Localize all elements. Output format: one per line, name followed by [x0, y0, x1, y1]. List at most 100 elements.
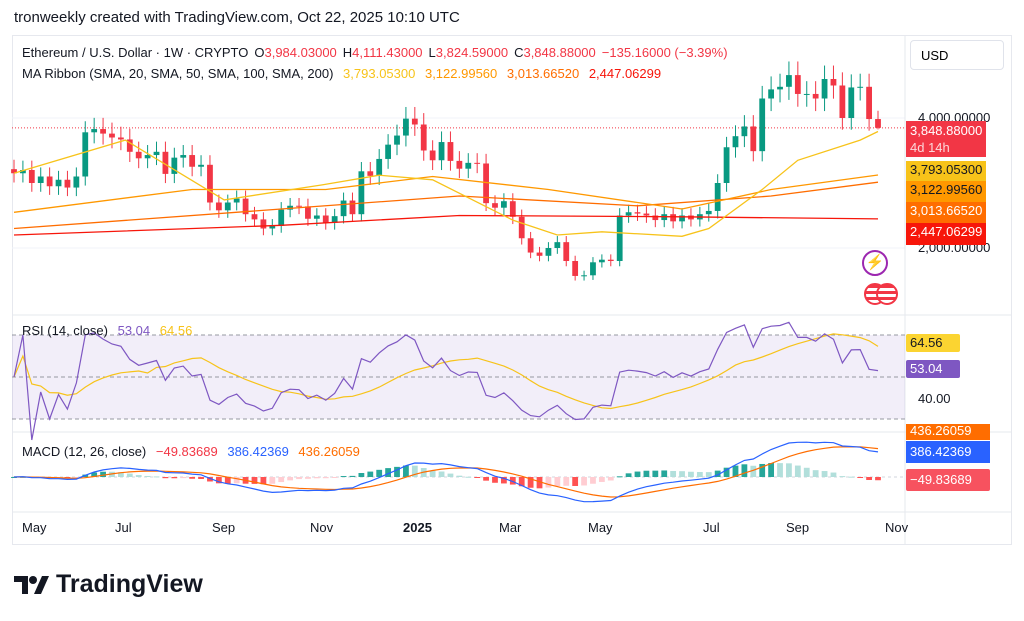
- macd-histogram-bar: [287, 477, 294, 481]
- candle-body: [109, 133, 115, 138]
- macd-histogram-bar: [723, 467, 730, 477]
- macd-histogram-bar: [11, 477, 17, 478]
- candle-body: [260, 219, 267, 229]
- candle-body: [786, 75, 792, 87]
- macd-histogram-bar: [260, 477, 267, 485]
- logo-text: TradingView: [56, 570, 203, 598]
- low-label: L: [428, 45, 436, 60]
- candle-body: [385, 144, 391, 159]
- macd-histogram-bar: [625, 473, 632, 477]
- macd-histogram-bar: [607, 477, 614, 481]
- rsi-level-label: 40.00: [918, 391, 951, 406]
- candle-body: [768, 89, 775, 99]
- macd-histogram-bar: [598, 477, 605, 482]
- candle-body: [296, 205, 302, 207]
- candle-body: [171, 157, 178, 174]
- candle-body: [652, 215, 659, 221]
- credit-line: tronweekly created with TradingView.com,…: [14, 9, 460, 26]
- candle-body: [598, 259, 605, 263]
- candle-body: [572, 261, 579, 276]
- macd-histogram-bar: [857, 477, 864, 478]
- time-label-mar: Mar: [499, 520, 522, 535]
- macd-hist-tag: −49.83689: [906, 469, 990, 491]
- macd-histogram-bar: [875, 477, 881, 481]
- macd-histogram-bar: [794, 465, 801, 477]
- candle-body: [251, 214, 258, 220]
- macd-histogram-bar: [777, 463, 783, 477]
- candle-body: [625, 212, 632, 216]
- macd-histogram-bar: [144, 475, 151, 477]
- macd-histogram-bar: [117, 472, 124, 477]
- candle-body: [839, 85, 846, 118]
- macd-histogram-bar: [581, 477, 587, 486]
- bar-countdown: 4d 14h: [910, 140, 950, 155]
- macd-signal-value: 436.26059: [298, 444, 360, 459]
- candle-body: [224, 202, 231, 211]
- candle-body: [100, 129, 106, 134]
- candle-body: [215, 202, 222, 211]
- rsi-ma-value: 64.56: [159, 323, 193, 338]
- high-value: 4,111.43000: [352, 45, 423, 60]
- candle-body: [367, 171, 374, 176]
- macd-histogram-bar: [527, 477, 534, 488]
- us-flag-event-icon[interactable]: [864, 283, 900, 307]
- macd-histogram-bar: [688, 471, 694, 477]
- macd-histogram-bar: [207, 477, 213, 482]
- candle-body: [501, 201, 507, 208]
- candle-body: [518, 216, 525, 239]
- time-label-sep-2025: Sep: [786, 520, 810, 535]
- candle-body: [590, 262, 596, 276]
- rsi-ma-tag: 64.56: [906, 334, 960, 352]
- macd-histogram-bar: [456, 475, 463, 477]
- candle-body: [117, 137, 124, 140]
- macd-histogram-bar: [358, 473, 365, 477]
- candle-body: [866, 86, 872, 120]
- macd-histogram-bar: [768, 463, 775, 477]
- candle-body: [411, 118, 418, 125]
- candle-body: [269, 225, 276, 229]
- ma200-line: [13, 214, 879, 236]
- ma200-value: 2,447.06299: [588, 66, 662, 81]
- macd-histogram-bar: [803, 467, 810, 477]
- currency-button[interactable]: USD: [910, 40, 1004, 70]
- macd-histogram-bar: [741, 464, 748, 477]
- rsi-tag: 53.04: [906, 360, 960, 378]
- macd-histogram-bar: [536, 477, 543, 489]
- candle-body: [278, 209, 285, 226]
- macd-histogram-bar: [278, 477, 285, 483]
- candle-body: [340, 200, 347, 217]
- ma-legend: MA Ribbon (SMA, 20, SMA, 50, SMA, 100, S…: [22, 66, 667, 81]
- candle-body: [73, 176, 80, 188]
- macd-histogram-bar: [696, 471, 703, 477]
- high-label: H: [342, 45, 353, 60]
- candle-body: [492, 203, 498, 208]
- candle-body: [198, 164, 204, 167]
- macd-histogram-bar: [331, 477, 338, 478]
- macd-histogram-bar: [821, 471, 828, 477]
- candle-body: [670, 214, 677, 222]
- candle-body: [750, 126, 757, 152]
- candle-body: [242, 198, 249, 215]
- macd-histogram-bar: [643, 470, 650, 477]
- rsi-value: 53.04: [117, 323, 151, 338]
- candle-body: [403, 118, 409, 136]
- macd-histogram-bar: [465, 476, 472, 478]
- candle-body: [313, 215, 320, 219]
- candle-body: [581, 275, 587, 277]
- ma-title: MA Ribbon (SMA, 20, SMA, 50, SMA, 100, S…: [22, 66, 334, 81]
- ma200-tag: 2,447.06299: [906, 223, 986, 245]
- macd-histogram-bar: [73, 477, 80, 478]
- tradingview-logo[interactable]: TradingView: [14, 570, 203, 599]
- ma50-value: 3,122.99560: [424, 66, 498, 81]
- macd-signal-tag: 436.26059: [906, 424, 990, 440]
- lightning-icon[interactable]: ⚡: [862, 250, 888, 276]
- macd-histogram-bar: [750, 465, 757, 477]
- rsi-ma-line: [13, 333, 879, 410]
- candle-body: [875, 119, 881, 128]
- macd-histogram-bar: [866, 477, 872, 481]
- last-price: 3,848.88000: [910, 123, 983, 138]
- candle-body: [162, 151, 169, 174]
- macd-hist-value: −49.83689: [155, 444, 218, 459]
- open-value: 3,984.03000: [264, 45, 337, 60]
